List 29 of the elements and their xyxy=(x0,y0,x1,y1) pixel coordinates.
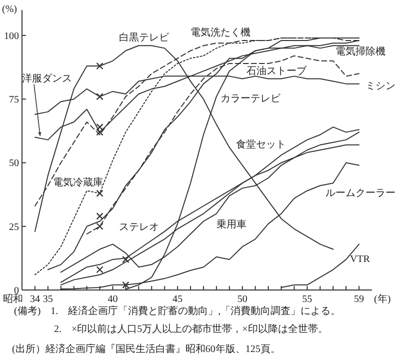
text: (備考) 1. 経済企画庁「消費と貯蓄の動向」,「消費動向調査」による。 xyxy=(14,305,341,317)
x-tick-label: 55 xyxy=(302,294,312,305)
y-axis-title: (%) xyxy=(2,4,17,15)
series-label: 電気洗たく機 xyxy=(190,26,251,38)
x-tick-label: 35 xyxy=(42,294,53,305)
text: (出所）経済企画庁編『国民生活白書』昭和60年版、125頁。 xyxy=(12,343,280,355)
series-label: ミシン xyxy=(366,80,396,92)
y-tick-label: 100 xyxy=(4,30,19,42)
x-tick-label: 45 xyxy=(172,294,183,305)
y-tick-label: 50 xyxy=(9,158,19,170)
x-tick-label: 34 xyxy=(30,294,40,305)
series-label: 電気冷蔵庫 xyxy=(53,176,104,189)
x-tick-label: 59 xyxy=(354,294,364,305)
y-tick-label: 75 xyxy=(9,94,19,106)
y-tick-label: 25 xyxy=(9,222,19,233)
series-label: ステレオ xyxy=(119,222,160,234)
series-label: 白黒テレビ xyxy=(119,32,170,44)
x-tick-label: 50 xyxy=(237,294,248,305)
text: 昭和 xyxy=(3,293,23,305)
series-label: 石油ストーブ xyxy=(246,64,308,77)
series-label: ルームクーラー xyxy=(325,188,396,199)
series-label: 乗用車 xyxy=(216,218,246,231)
series-label: カラーテレビ xyxy=(220,94,282,105)
series-label: 食堂セット xyxy=(236,138,286,150)
text: 2. ×印以前は人口5万人以上の都市世帯，×印以降は全世帯。 xyxy=(54,323,328,335)
x-tick-label: 40 xyxy=(108,294,118,305)
x-axis-title: (年) xyxy=(374,293,391,305)
series-label: VTR xyxy=(350,254,370,265)
series-label: 電気掃除機 xyxy=(336,46,386,58)
